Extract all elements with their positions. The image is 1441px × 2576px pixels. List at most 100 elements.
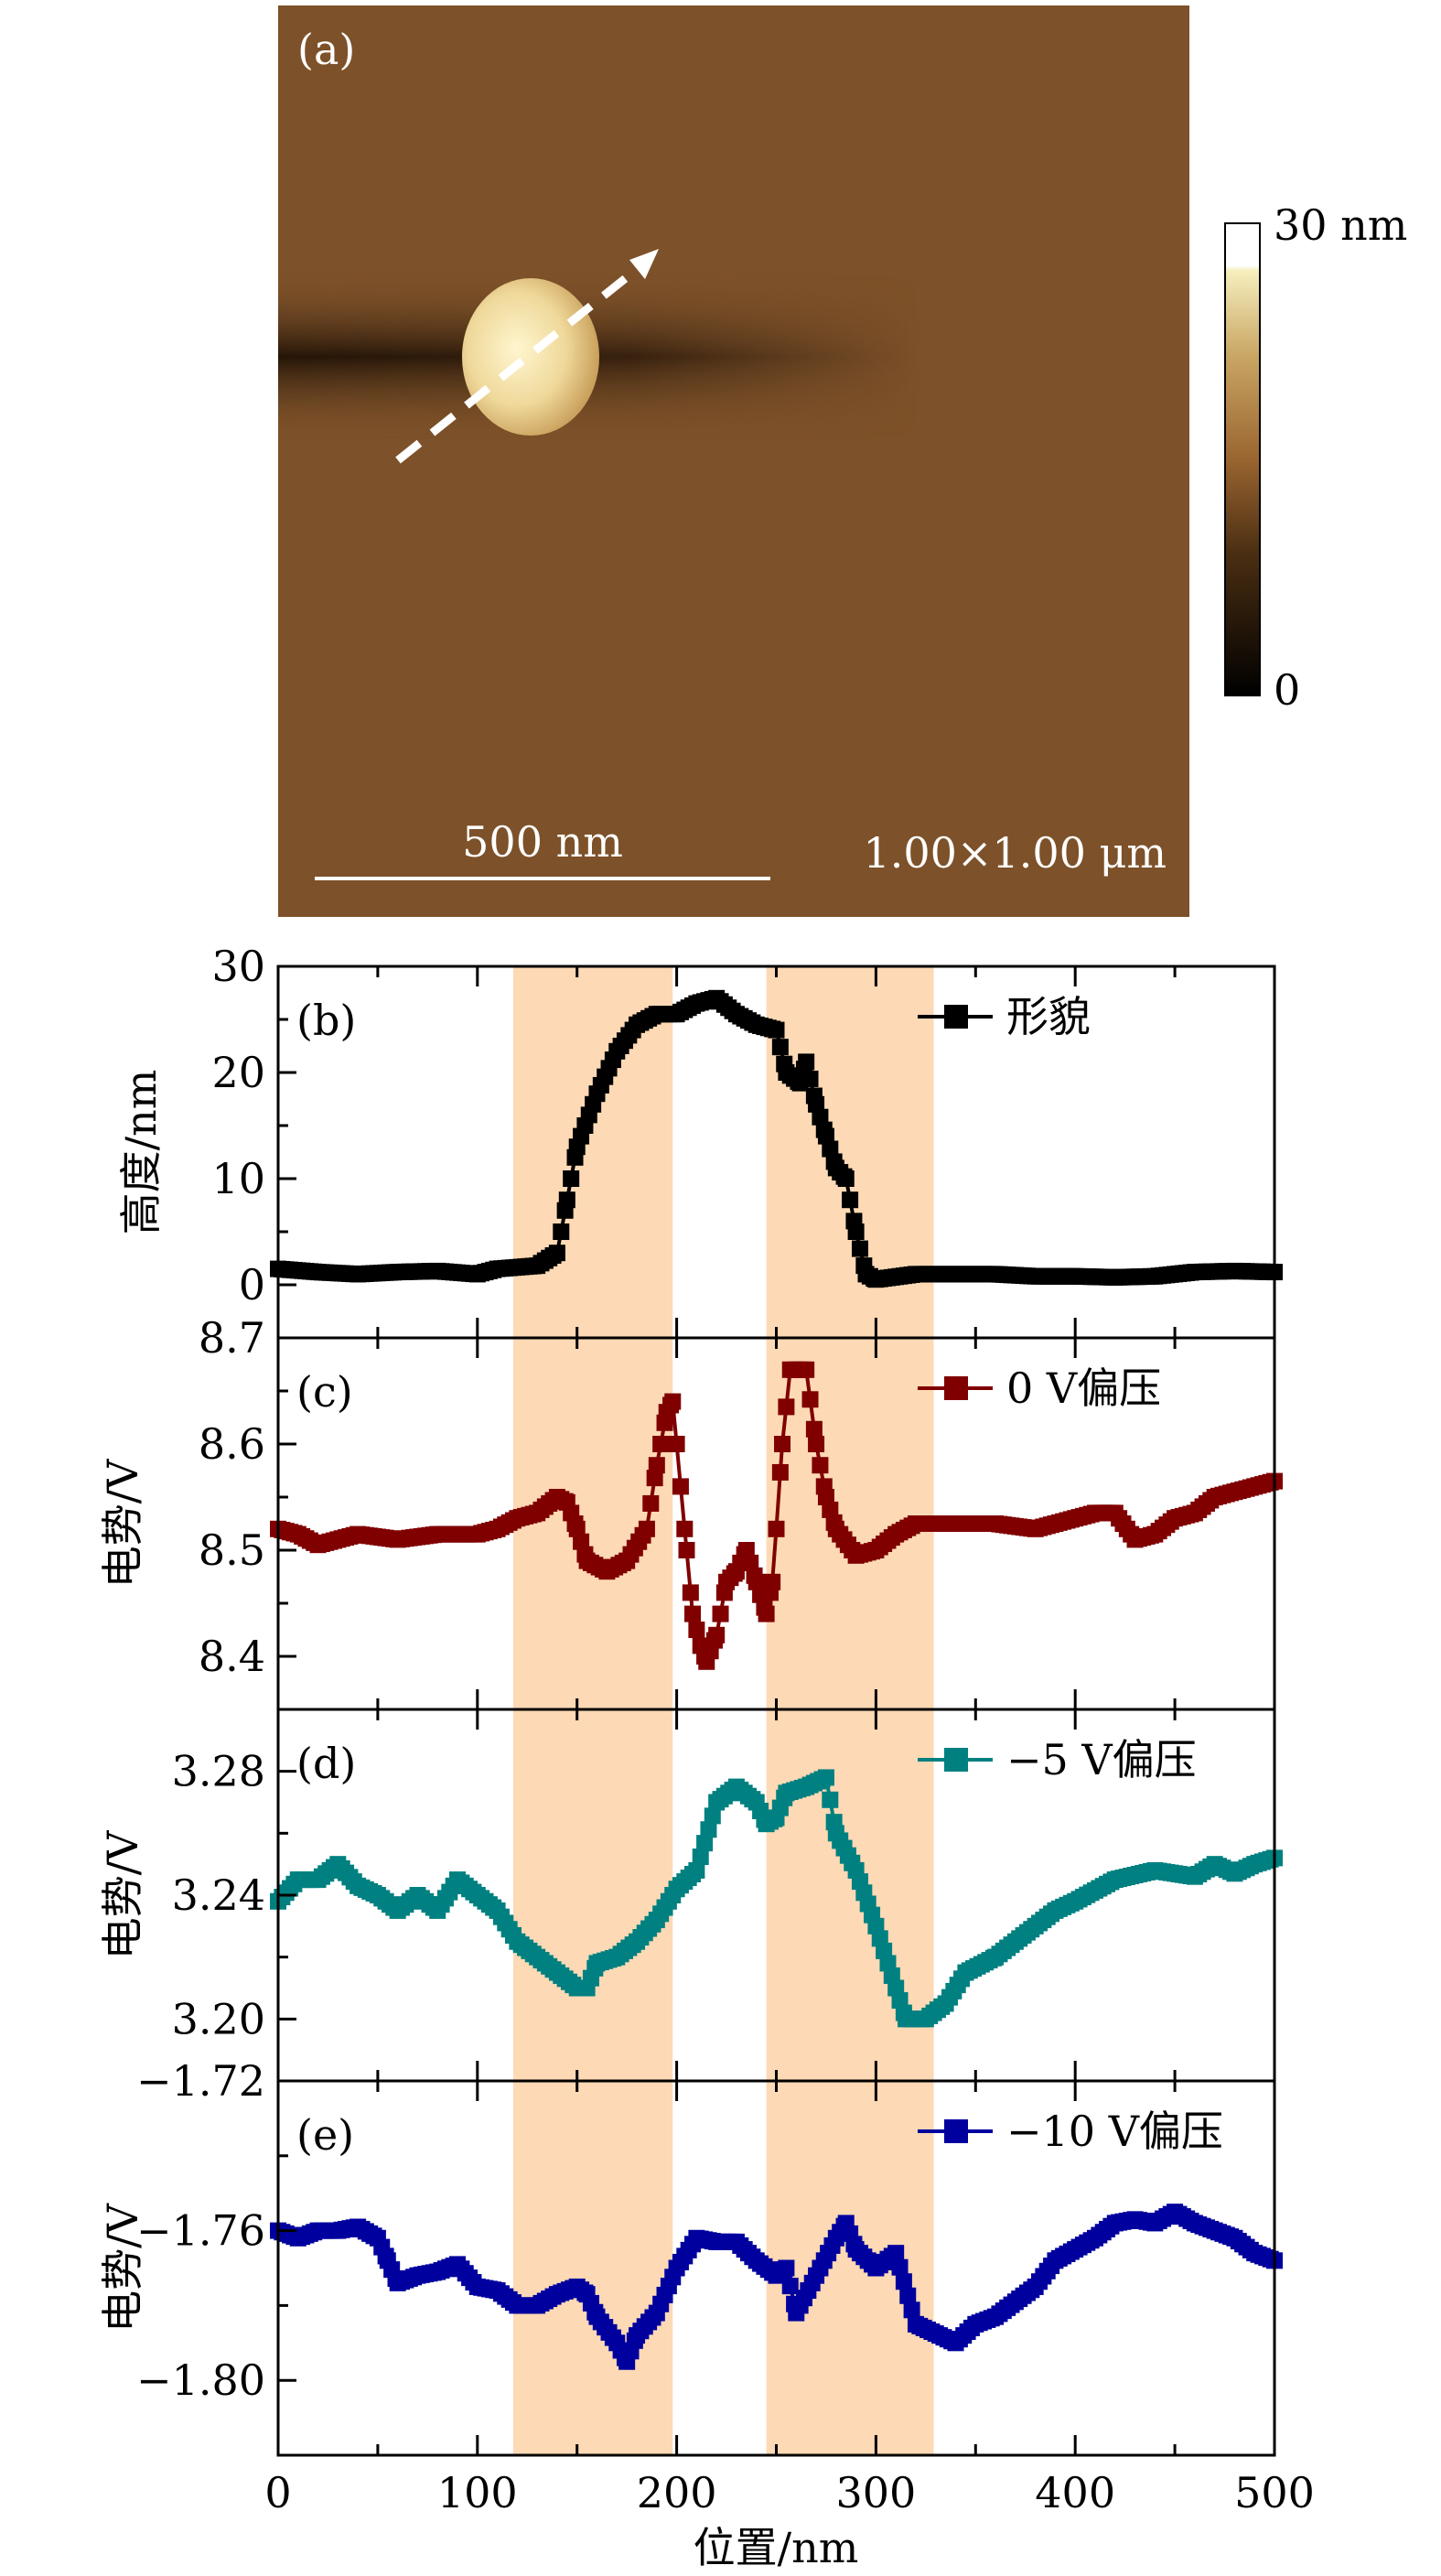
highlight-band	[513, 1709, 673, 2081]
panel-label: (d)	[296, 1739, 356, 1788]
data-point	[887, 1979, 905, 1997]
legend-marker	[944, 1376, 968, 1400]
scan-size-label: 1.00×1.00 μm	[863, 828, 1167, 878]
x-tick-label: 200	[637, 2468, 717, 2517]
legend-label: 形貌	[1006, 992, 1091, 1041]
panel-potential-minus10v: −1.80 −1.76 −1.72 (e) 电势/V −10 V偏压	[98, 2056, 1283, 2457]
y-tick-label: −1.72	[136, 2056, 265, 2106]
data-point	[696, 1835, 714, 1852]
y-tick-label: 8.5	[199, 1525, 265, 1575]
data-point	[871, 1930, 888, 1947]
data-point	[648, 1457, 665, 1474]
data-point	[837, 1170, 855, 1187]
data-point	[903, 2301, 920, 2319]
data-point	[688, 1861, 705, 1879]
y-tick-label: −1.80	[136, 2355, 265, 2405]
data-point	[768, 1021, 785, 1039]
afm-particle	[462, 278, 599, 436]
afm-image-background	[278, 5, 1189, 917]
legend-marker	[944, 1748, 968, 1772]
legend-label: −5 V偏压	[1006, 1735, 1197, 1784]
data-point	[771, 1463, 789, 1481]
data-point	[558, 1191, 575, 1209]
data-point	[774, 1436, 791, 1452]
y-tick-label: 20	[211, 1048, 265, 1097]
data-point	[899, 2287, 917, 2304]
data-point	[808, 1436, 825, 1452]
data-point	[851, 1240, 868, 1257]
y-tick-label: −1.76	[136, 2206, 265, 2256]
data-point	[808, 1095, 825, 1113]
data-point	[891, 1992, 909, 2010]
data-point	[573, 1533, 590, 1550]
x-tick-label: 100	[437, 2468, 518, 2517]
x-tick-label: 500	[1234, 2468, 1315, 2517]
data-point	[812, 1457, 829, 1474]
data-point	[688, 1622, 705, 1638]
data-point	[676, 1520, 694, 1537]
data-point	[642, 1494, 660, 1512]
legend: −10 V偏压	[918, 2107, 1223, 2156]
data-point	[895, 2273, 912, 2290]
data-point	[568, 1520, 586, 1537]
data-point	[758, 1605, 775, 1622]
scan-direction-arrow	[395, 259, 648, 464]
data-point	[682, 1584, 699, 1601]
data-point	[684, 1605, 702, 1622]
legend-label: 0 V偏压	[1006, 1363, 1161, 1413]
data-point	[672, 1478, 689, 1495]
data-point	[887, 2245, 905, 2262]
data-point	[876, 1942, 893, 1959]
data-point	[822, 1140, 839, 1158]
data-point	[817, 1489, 834, 1505]
data-point	[805, 1420, 823, 1438]
panel-label: (b)	[296, 996, 356, 1045]
data-point	[778, 2259, 795, 2277]
panel-label: (e)	[296, 2110, 354, 2160]
data-point	[768, 1520, 785, 1537]
data-point	[778, 1398, 795, 1416]
y-axis-label: 电势/V	[98, 2203, 147, 2332]
afm-image-panel: (a) 500 nm 1.00×1.00 μm 30 nm 0	[278, 5, 1407, 917]
arrow-head-icon	[629, 249, 659, 279]
data-point	[563, 1170, 580, 1187]
data-point	[708, 1626, 726, 1644]
data-point	[737, 1542, 755, 1558]
y-tick-label: 30	[211, 942, 265, 991]
line-profile-charts: 0 10 20 30 (b) 高度/nm 形貌 8.4 8.5 8.6 8.7 (c) 电势/V 0 V偏…	[98, 942, 1315, 2517]
data-point	[817, 1769, 834, 1786]
data-point	[646, 1470, 663, 1487]
scale-bar-label: 500 nm	[462, 817, 623, 867]
data-point	[771, 1039, 789, 1056]
y-axis-label: 电势/V	[98, 1459, 147, 1588]
y-tick-label: 3.28	[172, 1747, 265, 1796]
panel-a-label: (a)	[297, 25, 355, 74]
data-point	[742, 1554, 759, 1571]
data-point	[879, 1955, 897, 1972]
x-tick-label: 300	[835, 2468, 916, 2517]
y-axis-label: 电势/V	[98, 1830, 147, 1959]
data-point	[812, 1108, 829, 1126]
data-point	[822, 1501, 839, 1518]
data-point	[548, 1245, 565, 1262]
y-tick-label: 3.20	[172, 1994, 265, 2043]
data-point	[553, 1223, 570, 1240]
y-tick-label: 10	[211, 1154, 265, 1203]
legend: −5 V偏压	[918, 1735, 1197, 1784]
data-point	[704, 1807, 721, 1825]
data-point	[764, 1573, 781, 1590]
panel-label: (c)	[296, 1367, 353, 1417]
data-point	[638, 1520, 655, 1537]
y-tick-label: 3.24	[172, 1870, 265, 1920]
y-tick-label: 8.7	[199, 1313, 265, 1363]
highlight-band	[513, 2081, 673, 2455]
y-tick-label: 8.6	[199, 1419, 265, 1469]
y-tick-label: 0	[239, 1260, 265, 1310]
data-point	[847, 1223, 865, 1240]
data-point	[822, 1791, 839, 1808]
legend: 形貌	[918, 992, 1091, 1041]
data-point	[781, 2278, 799, 2295]
data-point	[664, 1393, 682, 1410]
legend: 0 V偏压	[918, 1363, 1161, 1413]
